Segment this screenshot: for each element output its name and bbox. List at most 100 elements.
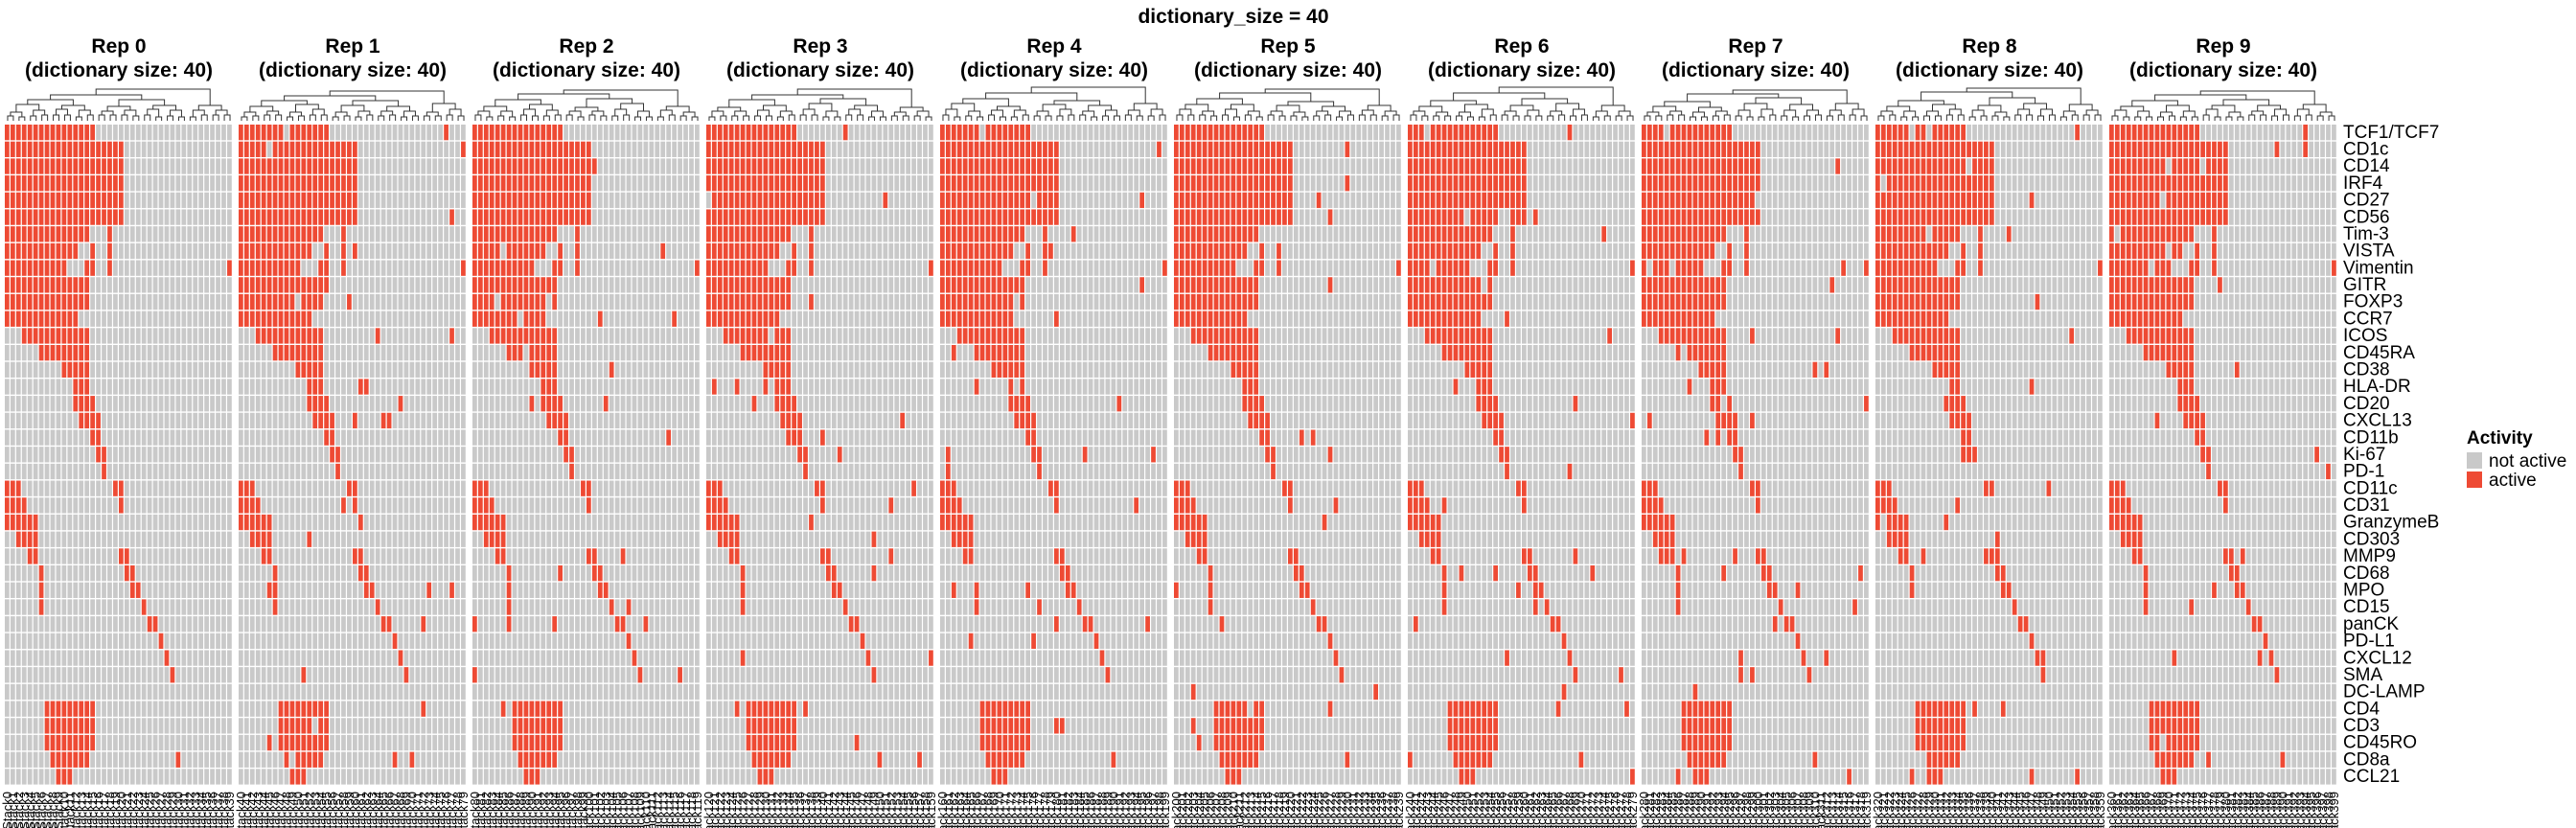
cell-inactive <box>564 328 568 344</box>
cell-inactive <box>170 480 175 496</box>
cell-inactive <box>609 328 614 344</box>
cell-inactive <box>363 277 369 293</box>
cell-active <box>44 226 50 242</box>
cell-inactive <box>187 158 193 174</box>
cell-inactive <box>50 616 56 632</box>
cell-inactive <box>21 447 27 463</box>
cell-inactive <box>198 277 204 293</box>
cell-inactive <box>403 141 409 157</box>
cell-active <box>239 226 243 242</box>
cell-active <box>255 310 261 327</box>
cell-inactive <box>5 463 10 480</box>
x-tick-label: Stack68 <box>394 792 408 828</box>
cell-active <box>483 497 489 514</box>
cell-inactive <box>660 497 666 514</box>
cell-inactive <box>586 277 591 293</box>
cell-inactive <box>363 701 369 717</box>
cell-inactive <box>552 514 558 531</box>
cell-inactive <box>415 175 421 192</box>
cell-active <box>506 125 512 141</box>
cell-inactive <box>483 718 489 734</box>
cell-inactive <box>637 548 643 564</box>
cell-inactive <box>198 429 204 446</box>
cell-inactive <box>689 769 694 785</box>
cell-inactive <box>79 514 84 531</box>
x-tick-label: Stack101 <box>587 792 602 828</box>
cell-inactive <box>569 412 574 429</box>
cell-inactive <box>141 310 147 327</box>
cell-active <box>5 310 10 327</box>
cell-active <box>472 141 477 157</box>
cell-active <box>792 141 796 157</box>
cell-active <box>330 429 334 446</box>
cell-active <box>695 260 700 276</box>
cell-inactive <box>672 125 677 141</box>
cell-inactive <box>535 599 540 615</box>
cell-inactive <box>380 293 386 310</box>
cell-inactive <box>564 277 568 293</box>
cell-inactive <box>660 599 666 615</box>
cell-inactive <box>347 531 352 547</box>
cell-inactive <box>483 396 489 412</box>
cell-inactive <box>141 345 147 361</box>
cell-inactive <box>626 616 632 632</box>
cell-inactive <box>403 734 409 751</box>
cell-inactive <box>689 293 694 310</box>
cell-inactive <box>386 158 392 174</box>
cell-inactive <box>415 734 421 751</box>
cell-inactive <box>102 632 106 650</box>
cell-inactive <box>689 616 694 632</box>
cell-inactive <box>5 683 10 701</box>
cell-inactive <box>50 599 56 615</box>
x-tick-label: Stack8 <box>46 792 60 828</box>
cell-inactive <box>135 175 141 192</box>
cell-inactive <box>107 582 112 598</box>
cell-inactive <box>369 293 375 310</box>
cell-inactive <box>614 497 620 514</box>
cell-inactive <box>119 683 124 701</box>
cell-inactive <box>888 141 894 157</box>
cell-inactive <box>695 650 700 666</box>
cell-inactive <box>15 463 21 480</box>
cell-inactive <box>347 328 352 344</box>
cell-active <box>272 125 278 141</box>
cell-inactive <box>84 769 90 785</box>
cell-inactive <box>609 175 614 192</box>
cell-inactive <box>500 616 506 632</box>
cell-inactive <box>90 226 95 242</box>
cell-active <box>564 429 568 446</box>
cell-inactive <box>558 379 563 395</box>
cell-active <box>529 242 535 260</box>
cell-inactive <box>660 650 666 666</box>
cell-inactive <box>695 396 700 412</box>
cell-inactive <box>357 751 363 768</box>
cell-inactive <box>535 447 540 463</box>
cell-inactive <box>477 650 483 666</box>
cell-inactive <box>44 599 50 615</box>
cell-inactive <box>500 242 506 260</box>
cell-inactive <box>335 379 340 395</box>
cell-inactive <box>523 632 529 650</box>
cell-inactive <box>649 463 655 480</box>
cell-active <box>500 531 506 547</box>
cell-active <box>494 260 500 276</box>
cell-active <box>540 209 546 225</box>
cell-inactive <box>683 175 688 192</box>
cell-inactive <box>341 548 346 564</box>
cell-active <box>330 158 334 174</box>
cell-inactive <box>597 531 603 547</box>
cell-inactive <box>923 125 928 141</box>
x-tick-label: Stack3 <box>17 792 32 828</box>
cell-inactive <box>243 429 249 446</box>
cell-active <box>786 158 792 174</box>
cell-inactive <box>255 599 261 615</box>
cell-inactive <box>637 412 643 429</box>
cell-active <box>535 769 540 785</box>
cell-active <box>84 718 90 734</box>
cell-inactive <box>261 701 266 717</box>
panel-subtitle: (dictionary size: 40) <box>25 59 213 81</box>
cell-inactive <box>124 209 129 225</box>
cell-inactive <box>181 667 187 683</box>
cell-inactive <box>38 548 44 564</box>
cell-inactive <box>392 497 398 514</box>
